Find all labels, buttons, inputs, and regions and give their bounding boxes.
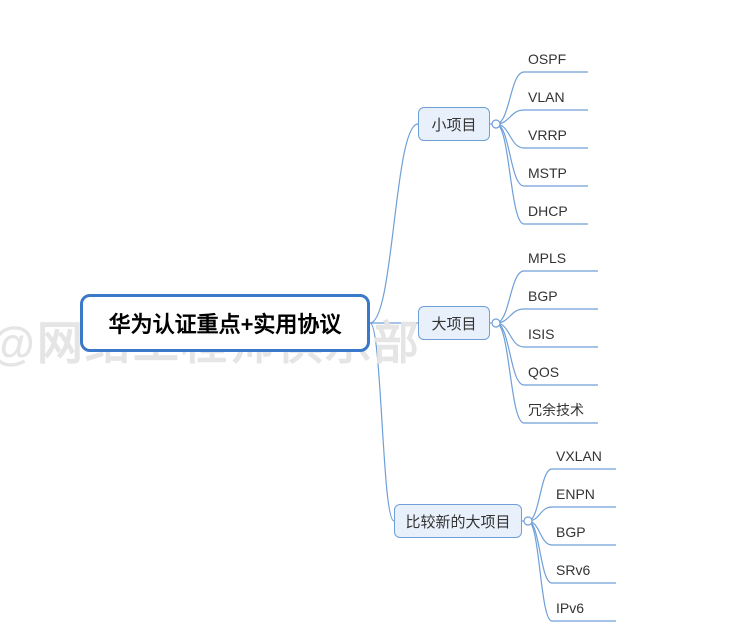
leaf-label: MPLS [528, 250, 566, 266]
leaf-node: VLAN [528, 86, 588, 108]
leaf-node: MSTP [528, 162, 588, 184]
leaf-label: VLAN [528, 89, 565, 105]
leaf-node: OSPF [528, 48, 588, 70]
leaf-node: MPLS [528, 247, 598, 269]
leaf-label: ISIS [528, 326, 554, 342]
leaf-node: VRRP [528, 124, 588, 146]
leaf-label: QOS [528, 364, 559, 380]
branch-node-big: 大项目 [418, 306, 490, 340]
root-label: 华为认证重点+实用协议 [109, 307, 342, 339]
leaf-node: SRv6 [556, 559, 616, 581]
leaf-label: BGP [528, 288, 558, 304]
leaf-node: 冗余技术 [528, 399, 598, 421]
leaf-label: SRv6 [556, 562, 590, 578]
leaf-label: VRRP [528, 127, 567, 143]
root-node: 华为认证重点+实用协议 [80, 294, 370, 352]
leaf-label: IPv6 [556, 600, 584, 616]
leaf-label: OSPF [528, 51, 566, 67]
leaf-node: IPv6 [556, 597, 616, 619]
leaf-label: BGP [556, 524, 586, 540]
leaf-node: BGP [556, 521, 616, 543]
leaf-label: VXLAN [556, 448, 602, 464]
leaf-node: ISIS [528, 323, 598, 345]
leaf-label: ENPN [556, 486, 595, 502]
leaf-label: 冗余技术 [528, 400, 584, 420]
leaf-node: VXLAN [556, 445, 616, 467]
branch-label: 大项目 [431, 313, 476, 334]
branch-node-small: 小项目 [418, 107, 490, 141]
branch-node-new: 比较新的大项目 [394, 504, 522, 538]
leaf-node: QOS [528, 361, 598, 383]
leaf-node: ENPN [556, 483, 616, 505]
leaf-label: MSTP [528, 165, 567, 181]
leaf-label: DHCP [528, 203, 568, 219]
branch-label: 比较新的大项目 [405, 511, 510, 532]
leaf-node: DHCP [528, 200, 588, 222]
leaf-node: BGP [528, 285, 598, 307]
branch-label: 小项目 [431, 114, 476, 135]
